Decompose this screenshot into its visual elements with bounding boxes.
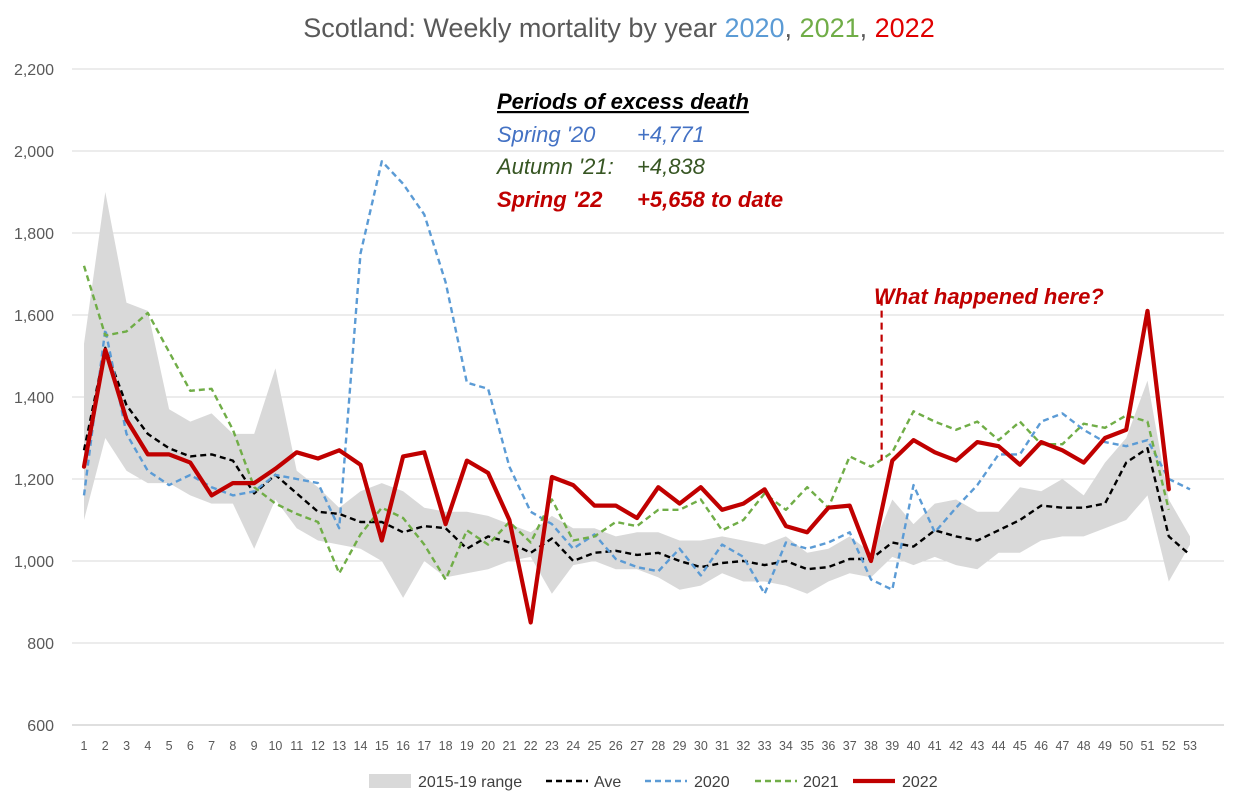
y-tick-label: 600 xyxy=(27,718,54,735)
chart-title-part: , xyxy=(785,13,800,43)
y-tick-label: 1,200 xyxy=(14,472,54,489)
x-tick-label: 50 xyxy=(1119,739,1133,753)
x-tick-label: 18 xyxy=(439,739,453,753)
x-tick-label: 47 xyxy=(1055,739,1069,753)
axis-layer: 600 800 1,000 1,200 1,400 1,600 1,800 2,000 2,20… xyxy=(14,62,1197,753)
x-tick-label: 1 xyxy=(81,739,88,753)
x-tick-label: 49 xyxy=(1098,739,1112,753)
y-tick-label: 1,600 xyxy=(14,308,54,325)
x-tick-label: 22 xyxy=(524,739,538,753)
x-tick-label: 17 xyxy=(417,739,431,753)
spring-20-value: +4,771 xyxy=(637,122,705,147)
x-tick-label: 16 xyxy=(396,739,410,753)
x-tick-label: 8 xyxy=(229,739,236,753)
x-tick-label: 19 xyxy=(460,739,474,753)
x-tick-label: 35 xyxy=(800,739,814,753)
autumn-21-label: Autumn '21: xyxy=(495,154,614,179)
x-tick-label: 11 xyxy=(290,739,303,753)
x-tick-label: 38 xyxy=(864,739,878,753)
x-tick-label: 26 xyxy=(609,739,623,753)
chart-title-part: Scotland: Weekly mortality by year xyxy=(303,13,724,43)
y-tick-label: 2,200 xyxy=(14,62,54,79)
x-tick-label: 51 xyxy=(1141,739,1155,753)
legend-label: 2021 xyxy=(803,774,839,791)
legend: 2015-19 range Ave 2020 2021 2022 xyxy=(369,774,938,791)
x-tick-label: 31 xyxy=(715,739,729,753)
x-tick-label: 41 xyxy=(928,739,942,753)
x-tick-label: 25 xyxy=(588,739,602,753)
series-layer xyxy=(81,160,1191,625)
excess-death-heading: Periods of excess death xyxy=(497,89,749,114)
autumn-21-value: +4,838 xyxy=(637,154,706,179)
x-tick-label: 2 xyxy=(102,739,109,753)
x-tick-label: 7 xyxy=(208,739,215,753)
chart-title-part: , xyxy=(860,13,875,43)
x-tick-label: 4 xyxy=(144,739,151,753)
x-tick-label: 10 xyxy=(268,739,282,753)
range-band-layer xyxy=(84,192,1190,598)
range-band-2015-19 xyxy=(84,192,1190,598)
x-tick-label: 23 xyxy=(545,739,559,753)
y-tick-label: 1,400 xyxy=(14,390,54,407)
x-tick-label: 14 xyxy=(354,739,368,753)
x-tick-label: 15 xyxy=(375,739,389,753)
x-tick-label: 40 xyxy=(907,739,921,753)
x-tick-label: 13 xyxy=(332,739,346,753)
x-tick-label: 46 xyxy=(1034,739,1048,753)
x-tick-label: 45 xyxy=(1013,739,1027,753)
annotation-layer: Periods of excess death Spring '20 +4,77… xyxy=(495,89,1104,461)
legend-label: 2020 xyxy=(694,774,730,791)
legend-label: Ave xyxy=(594,774,621,791)
x-tick-label: 53 xyxy=(1183,739,1197,753)
x-tick-label: 32 xyxy=(736,739,750,753)
x-tick-label: 34 xyxy=(779,739,793,753)
x-tick-label: 24 xyxy=(566,739,580,753)
chart-title: Scotland: Weekly mortality by year 2020,… xyxy=(303,13,934,43)
x-tick-label: 48 xyxy=(1077,739,1091,753)
x-tick-label: 52 xyxy=(1162,739,1176,753)
x-tick-label: 30 xyxy=(694,739,708,753)
x-tick-label: 9 xyxy=(251,739,258,753)
x-tick-label: 20 xyxy=(481,739,495,753)
y-tick-label: 1,800 xyxy=(14,226,54,243)
legend-label: 2022 xyxy=(902,774,938,791)
series-line-2021 xyxy=(82,265,1170,581)
y-tick-label: 1,000 xyxy=(14,554,54,571)
spring-20-label: Spring '20 xyxy=(497,122,596,147)
x-tick-label: 37 xyxy=(843,739,857,753)
x-tick-label: 33 xyxy=(758,739,772,753)
spring-22-value: +5,658 to date xyxy=(637,187,783,212)
chart-title-part: 2020 xyxy=(724,13,784,43)
y-tick-label: 800 xyxy=(27,636,54,653)
what-happened-annotation: What happened here? xyxy=(874,284,1104,309)
x-tick-label: 3 xyxy=(123,739,130,753)
x-tick-label: 43 xyxy=(970,739,984,753)
spring-22-label: Spring '22 xyxy=(497,187,603,212)
x-tick-label: 6 xyxy=(187,739,194,753)
x-tick-label: 42 xyxy=(949,739,963,753)
legend-label: 2015-19 range xyxy=(418,774,522,791)
x-tick-label: 39 xyxy=(885,739,899,753)
y-tick-label: 2,000 xyxy=(14,144,54,161)
x-tick-label: 28 xyxy=(651,739,665,753)
x-tick-label: 5 xyxy=(166,739,173,753)
x-tick-label: 36 xyxy=(821,739,835,753)
chart-title-part: 2022 xyxy=(875,13,935,43)
series-line-2022 xyxy=(81,308,1171,625)
x-tick-label: 27 xyxy=(630,739,644,753)
chart-title-part: 2021 xyxy=(800,13,860,43)
legend-swatch-range xyxy=(369,774,411,788)
x-tick-label: 29 xyxy=(673,739,687,753)
x-tick-label: 12 xyxy=(311,739,325,753)
x-tick-label: 44 xyxy=(992,739,1006,753)
x-tick-label: 21 xyxy=(502,739,516,753)
